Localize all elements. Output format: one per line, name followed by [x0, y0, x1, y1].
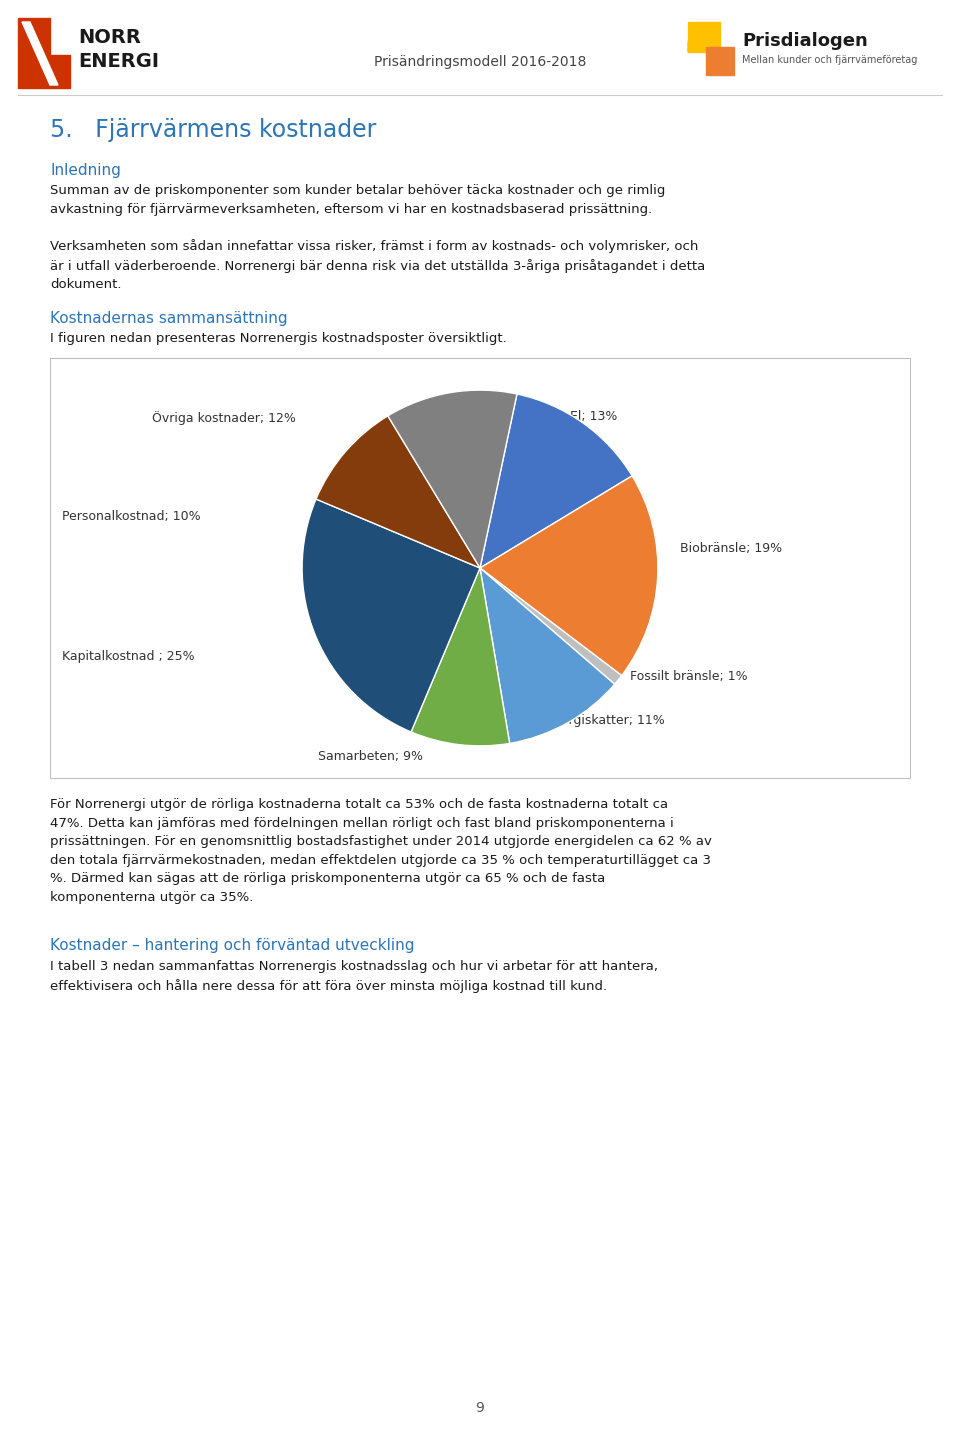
Wedge shape [480, 476, 658, 675]
Text: Biobränsle; 19%: Biobränsle; 19% [680, 542, 782, 555]
Text: Kostnader – hantering och förväntad utveckling: Kostnader – hantering och förväntad utve… [50, 939, 415, 953]
Text: Samarbeten; 9%: Samarbeten; 9% [318, 749, 422, 762]
Text: Fossilt bränsle; 1%: Fossilt bränsle; 1% [630, 669, 748, 682]
Wedge shape [480, 394, 632, 567]
Text: Personalkostnad; 10%: Personalkostnad; 10% [62, 510, 201, 523]
Text: Verksamheten som sådan innefattar vissa risker, främst i form av kostnads- och v: Verksamheten som sådan innefattar vissa … [50, 239, 706, 291]
Polygon shape [688, 42, 700, 52]
Wedge shape [388, 390, 517, 567]
Wedge shape [316, 416, 480, 567]
Polygon shape [22, 21, 58, 85]
Bar [50, 358, 910, 778]
Text: I figuren nedan presenteras Norrenergis kostnadsposter översiktligt.: I figuren nedan presenteras Norrenergis … [50, 332, 507, 345]
Bar [688, 21, 720, 52]
Wedge shape [480, 567, 614, 744]
Wedge shape [480, 567, 622, 684]
Text: Kostnadernas sammansättning: Kostnadernas sammansättning [50, 311, 288, 325]
Text: I tabell 3 nedan sammanfattas Norrenergis kostnadsslag och hur vi arbetar för at: I tabell 3 nedan sammanfattas Norrenergi… [50, 960, 658, 993]
Text: Prisdialogen: Prisdialogen [742, 32, 868, 50]
Bar [18, 10, 148, 87]
Polygon shape [722, 64, 734, 75]
Wedge shape [411, 567, 510, 747]
Text: Mellan kunder och fjärrvämeföretag: Mellan kunder och fjärrvämeföretag [742, 54, 918, 64]
Text: Energiskatter; 11%: Energiskatter; 11% [545, 714, 664, 727]
Text: Summan av de priskomponenter som kunder betalar behöver täcka kostnader och ge r: Summan av de priskomponenter som kunder … [50, 183, 665, 215]
Polygon shape [18, 19, 70, 87]
Text: 9: 9 [475, 1401, 485, 1414]
Bar [706, 47, 734, 75]
Text: NORR: NORR [78, 29, 141, 47]
Text: Kapitalkostnad ; 25%: Kapitalkostnad ; 25% [62, 649, 195, 662]
Text: För Norrenergi utgör de rörliga kostnaderna totalt ca 53% och de fasta kostnader: För Norrenergi utgör de rörliga kostnade… [50, 798, 712, 903]
Text: Prisändringsmodell 2016-2018: Prisändringsmodell 2016-2018 [373, 54, 587, 69]
Text: Övriga kostnader; 12%: Övriga kostnader; 12% [152, 411, 296, 426]
Text: Inledning: Inledning [50, 163, 121, 178]
Text: El; 13%: El; 13% [570, 410, 617, 423]
Wedge shape [302, 499, 480, 732]
Text: ENERGI: ENERGI [78, 52, 159, 72]
Text: 5.   Fjärrvärmens kostnader: 5. Fjärrvärmens kostnader [50, 118, 376, 142]
